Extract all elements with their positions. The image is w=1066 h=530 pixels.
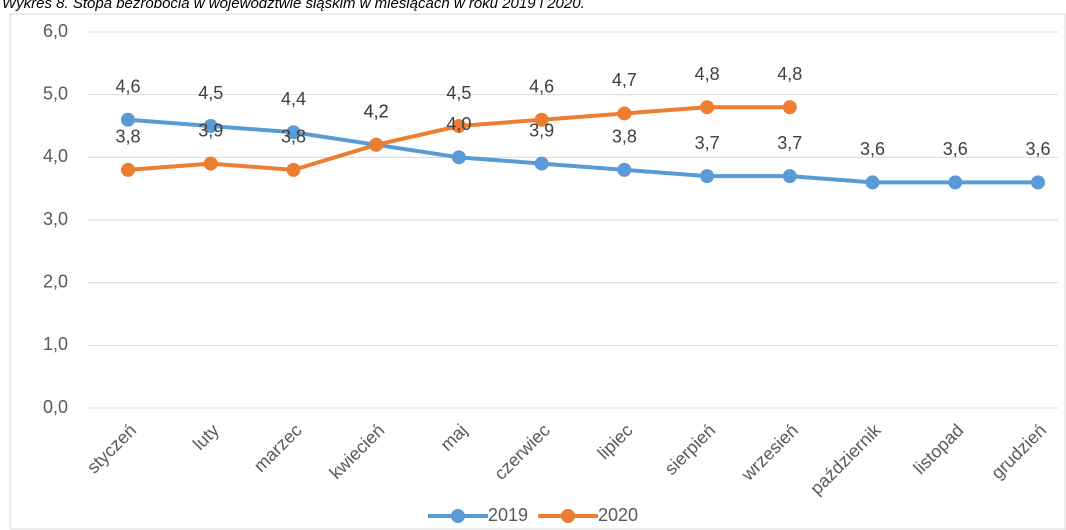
point xyxy=(451,119,466,133)
data-label: 3,9 xyxy=(198,120,223,140)
point xyxy=(700,169,715,184)
point xyxy=(121,162,135,177)
data-label: 4,4 xyxy=(281,89,306,109)
data-label: 3,8 xyxy=(115,127,140,147)
legend-marker xyxy=(561,509,575,523)
data-label: 3,6 xyxy=(943,139,968,159)
point xyxy=(782,100,797,115)
y-tick-label: 4,0 xyxy=(43,146,68,166)
point xyxy=(534,156,549,171)
data-label: 4,6 xyxy=(115,76,140,96)
point xyxy=(286,125,301,140)
data-label: 4,0 xyxy=(446,114,471,134)
y-tick-label: 2,0 xyxy=(43,271,68,291)
point xyxy=(121,112,135,127)
point xyxy=(617,106,632,121)
point xyxy=(782,169,797,184)
point xyxy=(369,137,384,152)
data-label: 4,8 xyxy=(695,64,720,84)
data-label: 4,2 xyxy=(364,102,389,122)
point xyxy=(534,112,549,127)
point xyxy=(203,156,218,171)
data-label: 4,2 xyxy=(364,102,389,122)
data-label: 4,8 xyxy=(777,64,802,84)
legend-label: 2019 xyxy=(488,505,528,525)
data-label: 4,7 xyxy=(612,70,637,90)
data-label: 4,5 xyxy=(446,83,471,103)
point xyxy=(700,100,715,115)
data-label: 3,7 xyxy=(695,133,720,153)
legend-marker xyxy=(451,509,465,523)
y-tick-label: 0,0 xyxy=(43,397,68,417)
legend-label: 2020 xyxy=(598,505,638,525)
data-label: 3,6 xyxy=(1025,139,1050,159)
point xyxy=(451,150,466,165)
y-tick-label: 1,0 xyxy=(43,334,68,354)
point xyxy=(865,175,880,190)
y-tick-label: 6,0 xyxy=(43,21,68,41)
data-label: 3,9 xyxy=(529,120,554,140)
point xyxy=(286,162,301,177)
data-label: 3,8 xyxy=(281,127,306,147)
series-line xyxy=(127,117,1038,185)
point xyxy=(1031,175,1045,190)
point xyxy=(617,162,632,177)
data-label: 4,5 xyxy=(198,83,223,103)
point xyxy=(948,175,963,190)
chart-title: Wykres 8. Stopa bezrobocia w województwi… xyxy=(2,0,585,12)
y-tick-label: 5,0 xyxy=(43,83,68,103)
chart-border xyxy=(9,13,1066,530)
point xyxy=(203,119,218,133)
data-label: 3,6 xyxy=(860,139,885,159)
data-label: 4,6 xyxy=(529,76,554,96)
y-tick-label: 3,0 xyxy=(43,209,68,229)
data-label: 3,8 xyxy=(612,127,637,147)
data-label: 3,7 xyxy=(777,133,802,153)
